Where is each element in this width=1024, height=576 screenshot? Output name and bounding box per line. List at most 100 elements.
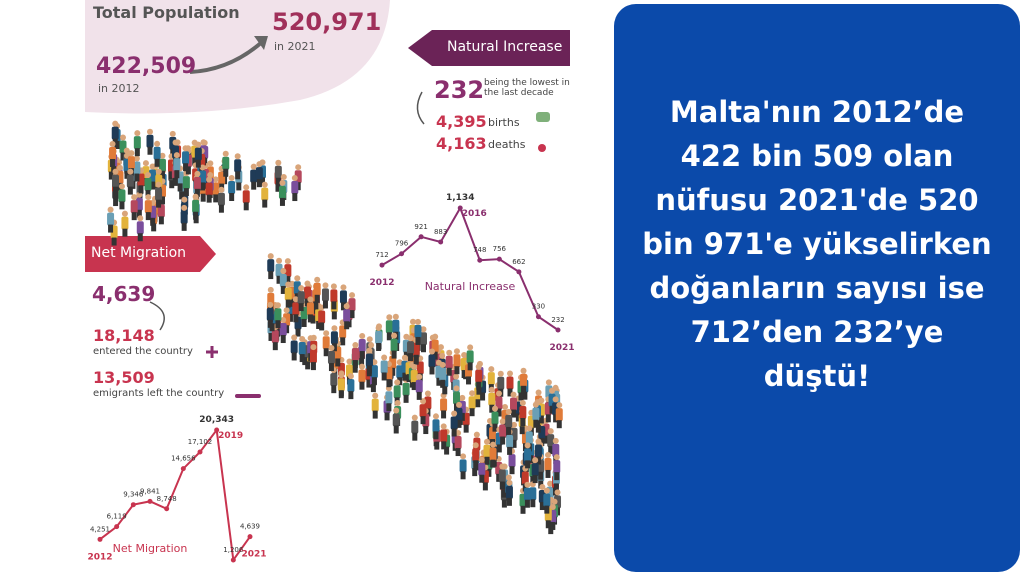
- person: [480, 392, 486, 401]
- person: [525, 431, 533, 445]
- person: [284, 287, 292, 301]
- person: [310, 344, 317, 351]
- person: [133, 155, 140, 162]
- person: [280, 335, 286, 344]
- person: [331, 385, 337, 394]
- point: [247, 534, 253, 540]
- person: [543, 435, 549, 444]
- person: [538, 415, 544, 424]
- point: [197, 449, 203, 455]
- person: [505, 414, 513, 428]
- person: [218, 186, 225, 193]
- person: [133, 161, 141, 175]
- person: [310, 334, 317, 341]
- person: [131, 212, 137, 221]
- person: [138, 185, 144, 194]
- person: [545, 520, 551, 529]
- person: [436, 377, 442, 386]
- person: [151, 223, 157, 232]
- value: 13,509: [93, 368, 155, 387]
- person: [424, 390, 431, 397]
- person: [266, 307, 274, 321]
- person: [192, 157, 198, 166]
- person: [466, 376, 472, 385]
- person: [127, 168, 134, 175]
- person: [111, 126, 119, 140]
- note: being the lowest in the last decade: [484, 78, 570, 98]
- person: [275, 183, 281, 192]
- person: [118, 189, 126, 203]
- value-label: 1,134: [446, 193, 474, 203]
- value-label: 20,343: [199, 415, 234, 425]
- person: [545, 451, 552, 458]
- person: [299, 336, 306, 343]
- label: births: [488, 116, 520, 129]
- person: [454, 436, 462, 450]
- person: [525, 460, 531, 469]
- person: [497, 370, 504, 377]
- person: [496, 473, 502, 482]
- pram-icon: [536, 112, 550, 122]
- person: [169, 130, 176, 137]
- person: [228, 174, 235, 181]
- person: [275, 177, 281, 186]
- person: [144, 200, 152, 214]
- person: [107, 206, 114, 213]
- person: [441, 441, 447, 450]
- person: [338, 372, 345, 379]
- person: [319, 322, 325, 331]
- person: [366, 379, 372, 388]
- person: [195, 141, 202, 148]
- person: [499, 481, 505, 490]
- person: [108, 224, 114, 233]
- person: [507, 446, 513, 455]
- person: [411, 420, 419, 434]
- person: [434, 441, 440, 450]
- person: [420, 416, 426, 425]
- person: [280, 267, 287, 274]
- person: [468, 396, 476, 410]
- person: [154, 158, 160, 167]
- person: [185, 166, 191, 175]
- person: [340, 284, 347, 291]
- person: [235, 171, 241, 180]
- person: [299, 354, 305, 363]
- person: [366, 336, 373, 343]
- person: [318, 310, 326, 324]
- point: [438, 239, 444, 245]
- person: [488, 386, 495, 393]
- category-label: 2012: [87, 552, 112, 562]
- curve-arrow: [416, 91, 425, 125]
- person: [218, 204, 224, 213]
- person: [292, 302, 300, 316]
- person: [193, 211, 199, 220]
- label: in 2021: [274, 40, 316, 53]
- person: [206, 194, 212, 203]
- person: [547, 434, 555, 448]
- person: [473, 431, 480, 438]
- person: [268, 332, 274, 341]
- person: [112, 174, 120, 188]
- curve-arrow: [149, 301, 165, 331]
- person: [289, 298, 295, 307]
- person: [358, 363, 365, 370]
- infographic: 712 2012 796 921 883 1,134 2016 748 756 662 330 232…: [85, 0, 575, 563]
- person: [535, 456, 541, 465]
- person: [119, 201, 125, 210]
- person: [495, 396, 503, 410]
- person: [359, 381, 365, 390]
- person: [134, 130, 141, 137]
- person: [310, 315, 316, 324]
- point: [399, 251, 405, 257]
- person: [411, 364, 418, 371]
- person: [321, 288, 329, 302]
- person: [532, 407, 540, 421]
- person: [194, 170, 201, 177]
- person: [519, 400, 526, 407]
- value: 232: [434, 76, 485, 104]
- person: [352, 342, 359, 349]
- person: [293, 281, 301, 295]
- person: [371, 377, 377, 386]
- person: [552, 437, 559, 444]
- person: [337, 378, 345, 392]
